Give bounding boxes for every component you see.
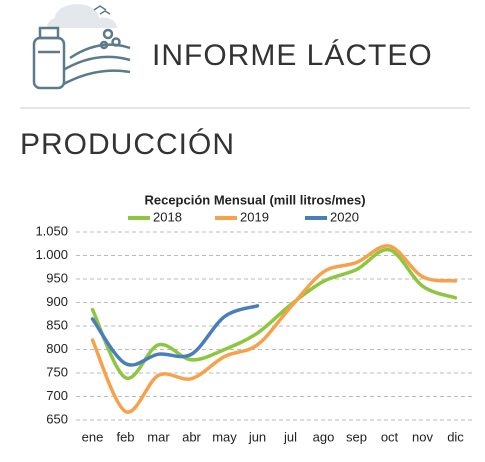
series-line xyxy=(90,247,458,380)
x-tick-label: oct xyxy=(381,429,399,444)
x-tick-label: dic xyxy=(447,429,464,444)
section-title: PRODUCCIÓN xyxy=(20,128,235,161)
y-tick-label: 800 xyxy=(46,341,68,356)
x-tick-label: nov xyxy=(412,429,433,444)
y-tick-label: 1.000 xyxy=(35,247,68,262)
y-tick-label: 650 xyxy=(46,411,68,426)
series-line xyxy=(90,244,458,414)
x-tick-label: sep xyxy=(346,429,367,444)
y-tick-label: 1.050 xyxy=(35,223,68,238)
x-tick-label: feb xyxy=(116,429,134,444)
x-tick-label: mar xyxy=(147,429,170,444)
logo xyxy=(32,4,131,90)
header-title: INFORME LÁCTEO xyxy=(152,39,433,72)
legend-label: 2019 xyxy=(240,209,269,224)
x-tick-label: ene xyxy=(82,429,104,444)
x-tick-label: abr xyxy=(182,429,201,444)
x-tick-label: jun xyxy=(248,429,266,444)
y-tick-label: 900 xyxy=(46,294,68,309)
y-tick-label: 750 xyxy=(46,364,68,379)
chart: 650 700 750 800 850 900 950 1.000 1.050 ene feb mar… xyxy=(35,209,472,444)
series-line xyxy=(90,304,260,367)
legend-label: 2018 xyxy=(153,209,182,224)
x-tick-label: may xyxy=(212,429,237,444)
x-tick-label: jul xyxy=(283,429,297,444)
chart-title: Recepción Mensual (mill litros/mes) xyxy=(144,192,365,207)
y-tick-label: 950 xyxy=(46,270,68,285)
y-tick-label: 850 xyxy=(46,317,68,332)
y-tick-label: 700 xyxy=(46,388,68,403)
legend-label: 2020 xyxy=(330,209,359,224)
x-tick-label: ago xyxy=(313,429,335,444)
